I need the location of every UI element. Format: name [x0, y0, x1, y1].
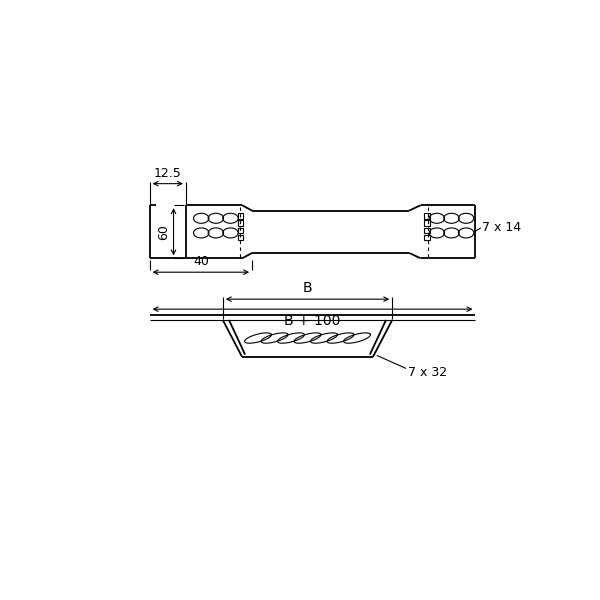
Text: 60: 60 [157, 224, 170, 240]
Bar [424, 213, 430, 218]
Bar [238, 235, 243, 240]
Text: 7 x 14: 7 x 14 [482, 221, 521, 235]
Bar [238, 213, 243, 218]
Bar [238, 220, 243, 226]
Text: 7 x 32: 7 x 32 [407, 366, 447, 379]
Text: 12.5: 12.5 [154, 167, 182, 180]
Text: 40: 40 [193, 254, 209, 268]
Text: B + 100: B + 100 [284, 314, 341, 328]
Text: B: B [302, 281, 313, 295]
Bar [424, 235, 430, 240]
Bar [424, 220, 430, 226]
Bar [424, 228, 430, 233]
Bar [238, 228, 243, 233]
